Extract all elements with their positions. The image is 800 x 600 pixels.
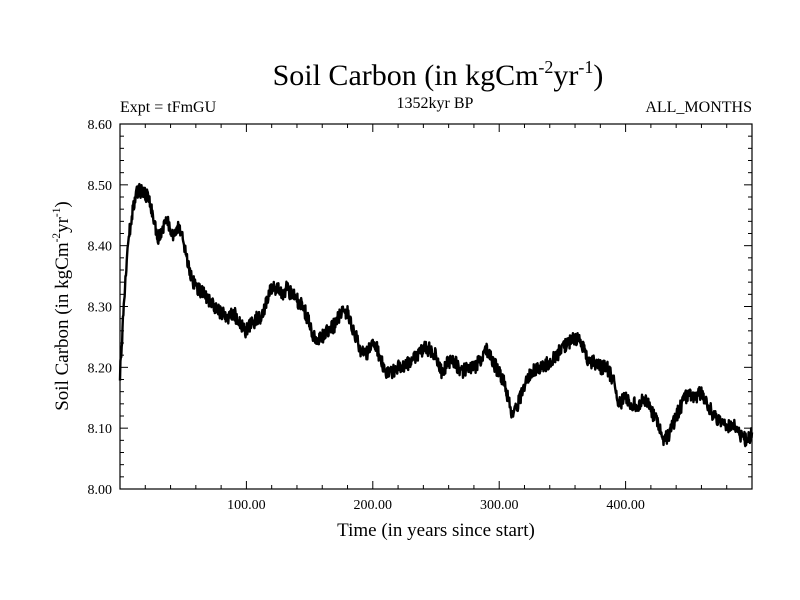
soil-carbon-series-line — [118, 182, 754, 448]
y-tick-label: 8.60 — [88, 118, 113, 133]
y-axis-label: Soil Carbon (in kgCm-2yr-1) — [51, 201, 73, 411]
x-tick-label: 400.00 — [606, 498, 645, 513]
y-tick-label: 8.40 — [88, 240, 113, 255]
axis-ticks — [120, 123, 752, 490]
x-tick-label: 300.00 — [480, 498, 519, 513]
period-label: 1352kyr BP — [397, 95, 474, 112]
experiment-label: Expt = tFmGU — [120, 99, 217, 116]
x-tick-labels: 100.00 200.00 300.00 400.00 — [227, 498, 645, 513]
months-label: ALL_MONTHS — [645, 99, 752, 116]
y-tick-label: 8.00 — [88, 483, 113, 498]
x-axis-label: Time (in years since start) — [337, 520, 535, 541]
y-tick-label: 8.30 — [88, 301, 113, 316]
x-tick-label: 200.00 — [354, 498, 393, 513]
y-tick-label: 8.20 — [88, 361, 113, 376]
y-tick-label: 8.50 — [88, 179, 113, 194]
x-tick-label: 100.00 — [227, 498, 266, 513]
chart-title: Soil Carbon (in kgCm-2yr-1) — [273, 57, 604, 92]
y-tick-label: 8.10 — [88, 422, 113, 437]
y-tick-labels: 8.00 8.10 8.20 8.30 8.40 8.50 8.60 — [88, 118, 113, 498]
